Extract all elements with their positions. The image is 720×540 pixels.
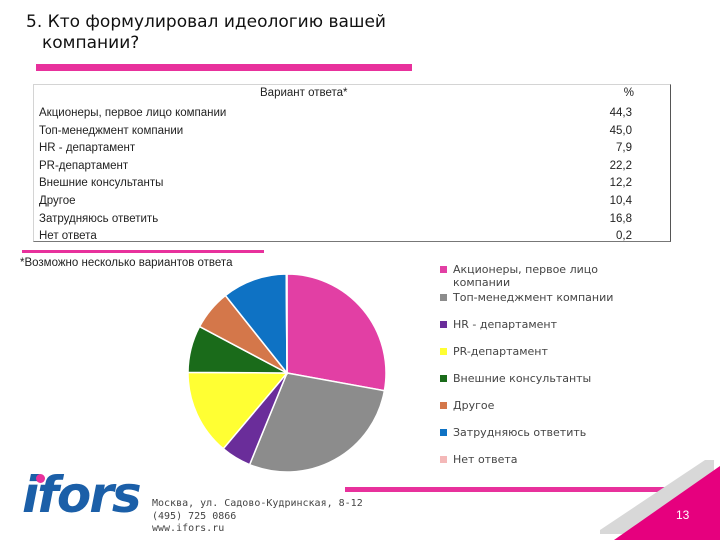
legend-item: PR-департамент [440,345,633,358]
footnote-divider [22,250,264,253]
table-row-label: Другое [39,194,76,207]
slide-title: 5. Кто формулировал идеологию вашей комп… [26,12,406,54]
contact-website: www.ifors.ru [152,523,225,534]
legend-label: HR - департамент [453,318,557,331]
corner-decoration [600,460,720,540]
logo-dot [36,474,45,483]
table-row-value: 10,4 [609,194,632,207]
legend-item: Топ-менеджмент компании [440,291,633,304]
table-row-label: Акционеры, первое лицо компании [39,107,227,119]
table-row-label: Нет ответа [39,230,97,243]
legend-label: Акционеры, первое лицо компании [453,263,598,289]
table-row-label: Внешние консультанты [39,177,164,190]
legend-item: Акционеры, первое лицо компании [440,263,633,289]
table-row-label: HR - департамент [39,142,136,155]
legend-swatch [440,321,447,328]
legend-item: Другое [440,399,633,412]
legend-swatch [440,456,447,463]
legend-item: Затрудняюсь ответить [440,426,633,439]
table-row-label: PR-департамент [39,159,129,172]
table-row-value: 16,8 [609,212,632,225]
legend-swatch [440,402,447,409]
legend-swatch [440,375,447,382]
legend-label: Нет ответа [453,453,518,466]
pie-slice [187,371,289,450]
table-row-label: Затрудняюсь ответить [39,212,159,225]
results-table: Вариант ответа* % Акционеры, первое лицо… [33,84,671,242]
legend-swatch [440,348,447,355]
legend-label: PR-департамент [453,345,548,358]
legend-swatch [440,294,447,301]
legend-label: Внешние консультанты [453,372,592,385]
legend-item: Нет ответа [440,453,633,466]
legend-label: Затрудняюсь ответить [453,426,587,439]
legend-item: Внешние консультанты [440,372,633,385]
title-line-1: 5. Кто формулировал идеологию вашей [26,12,386,32]
contact-info: Москва, ул. Садово-Кудринская, 8-12 (495… [152,498,363,536]
table-value-column: 44,3 45,0 7,9 22,2 12,2 10,4 16,8 0,2 [610,105,632,246]
legend-label: Топ-менеджмент компании [453,291,614,304]
table-label-column: Акционеры, первое лицо компании Топ-менед… [39,105,226,246]
pie-slice [248,372,386,473]
table-row-value: 45,0 [609,124,632,137]
legend-label: Другое [453,399,495,412]
table-row-value: 12,2 [609,177,632,190]
title-line-2: компании? [42,33,140,53]
page-number: 13 [676,508,690,522]
table-header-label: Вариант ответа* [260,87,348,99]
contact-address: Москва, ул. Садово-Кудринская, 8-12 [152,498,363,509]
table-header-percent: % [623,87,634,99]
legend-swatch [440,266,447,273]
pie-slice [286,273,387,392]
title-underline [36,64,412,71]
table-row-label: Топ-менеджмент компании [39,124,184,137]
legend-item: HR - департамент [440,318,633,331]
table-row-value: 7,9 [616,142,632,155]
footer-bar [345,487,720,492]
table-row-value: 0,2 [616,230,632,243]
table-row-value: 22,2 [609,159,632,172]
table-row-value: 44,3 [609,107,632,119]
footnote: *Возможно несколько вариантов ответа [20,257,233,269]
pie-slice [285,273,288,374]
contact-phone: (495) 725 0866 [152,510,237,522]
legend-swatch [440,429,447,436]
